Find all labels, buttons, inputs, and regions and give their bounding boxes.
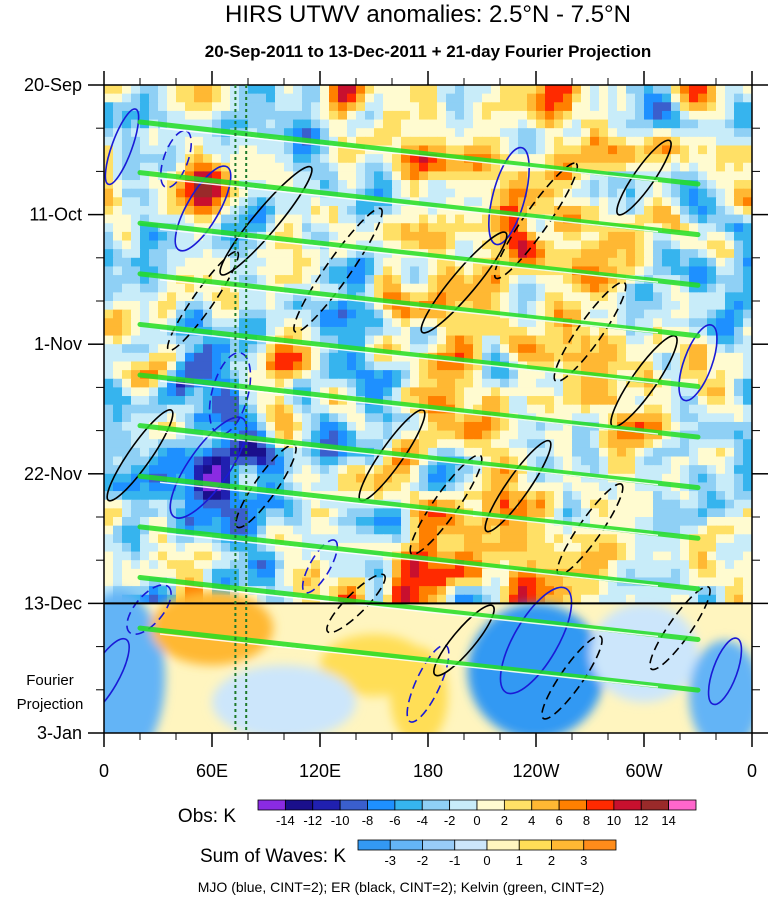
waves-colorbar-label: Sum of Waves: K [200, 846, 346, 867]
x-tick-label: 0 [99, 761, 109, 781]
colorbar-tick-label: 2 [501, 813, 508, 828]
chart-subtitle: 20-Sep-2011 to 13-Dec-2011 + 21-day Four… [205, 42, 651, 61]
colorbar-swatch [394, 799, 423, 811]
colorbar-tick-label: 3 [580, 853, 587, 868]
colorbar-swatch [339, 799, 368, 811]
colorbar-swatch [284, 799, 314, 811]
x-tick-label: 60E [196, 761, 228, 781]
colorbar-swatch [531, 799, 560, 811]
colorbar-swatch [503, 799, 533, 811]
x-tick-label: 120W [512, 761, 559, 781]
y-axis: 20-Sep 11-Oct 1-Nov 22-Nov 13-Dec 3-Jan [24, 75, 768, 743]
y-tick-label: 22-Nov [24, 464, 82, 484]
x-tick-label: 60W [625, 761, 662, 781]
projection-field [104, 591, 752, 733]
colorbar-tick-label: 2 [548, 853, 555, 868]
y-tick-label: 13-Dec [24, 593, 82, 613]
colorbar-tick-label: -2 [444, 813, 456, 828]
x-axis: 0 60E 120E 180 120W 60W 0 [99, 71, 757, 781]
y-tick-label: 1-Nov [34, 334, 82, 354]
plot-area [104, 85, 752, 733]
colorbar-swatch [518, 839, 552, 851]
colorbar-tick-label: -2 [417, 853, 429, 868]
colorbar-swatch [312, 799, 341, 811]
colorbar-tick-label: -6 [389, 813, 401, 828]
y-tick-label: 11-Oct [29, 205, 82, 225]
colorbar-tick-label: -14 [276, 813, 295, 828]
wave-contours [104, 108, 743, 723]
colorbar-tick-label: 0 [473, 813, 480, 828]
chart-title: HIRS UTWV anomalies: 2.5°N - 7.5°N [225, 1, 631, 28]
colorbar-swatch [367, 799, 396, 811]
obs-colorbar: -14 -12 -10 -8 -6 -4 -2 0 2 4 6 8 10 12 14 [257, 799, 697, 828]
colorbar-swatch [583, 839, 617, 851]
colorbar-tick-label: -4 [416, 813, 428, 828]
colorbar-swatch [389, 839, 423, 851]
colorbar-swatch [551, 839, 585, 851]
legend-footer: MJO (blue, CINT=2); ER (black, CINT=2); … [198, 879, 605, 895]
x-tick-label: 0 [747, 761, 757, 781]
colorbar-swatch [486, 839, 520, 851]
colorbar-tick-label: 4 [528, 813, 535, 828]
colorbar-tick-label: 1 [516, 853, 523, 868]
colorbar-tick-label: -1 [449, 853, 461, 868]
colorbar-swatch [257, 799, 286, 811]
colorbar-tick-label: 10 [607, 813, 621, 828]
obs-anomaly-field [104, 85, 752, 604]
reference-lines [104, 85, 752, 733]
projection-label-line1: Fourier [26, 672, 74, 689]
colorbar-tick-label: 8 [583, 813, 590, 828]
x-tick-label: 180 [413, 761, 443, 781]
colorbar-tick-label: -8 [362, 813, 374, 828]
colorbar-swatch [668, 799, 697, 811]
colorbar-tick-label: 0 [483, 853, 490, 868]
colorbar-swatch [586, 799, 615, 811]
colorbar-tick-label: -10 [331, 813, 350, 828]
colorbar-swatch [421, 799, 451, 811]
colorbar-tick-label: -12 [303, 813, 322, 828]
colorbar-tick-label: 12 [634, 813, 648, 828]
colorbar-swatch [558, 799, 587, 811]
colorbar-swatch [613, 799, 642, 811]
colorbar-swatch [454, 839, 488, 851]
colorbar-swatch [357, 839, 391, 851]
colorbar-tick-label: 6 [556, 813, 563, 828]
y-tick-label: 3-Jan [37, 723, 82, 743]
waves-colorbar: -3 -2 -1 0 1 2 3 [357, 839, 617, 868]
colorbar-tick-label: -3 [384, 853, 396, 868]
colorbar-swatch [476, 799, 505, 811]
colorbar-swatch [422, 839, 456, 851]
x-tick-label: 120E [299, 761, 341, 781]
colorbar-swatch [449, 799, 478, 811]
y-tick-label: 20-Sep [24, 75, 82, 95]
colorbar-tick-label: 14 [661, 813, 675, 828]
colorbar-swatch [640, 799, 670, 811]
obs-colorbar-label: Obs: K [178, 806, 236, 827]
projection-label-line2: Projection [17, 696, 84, 713]
